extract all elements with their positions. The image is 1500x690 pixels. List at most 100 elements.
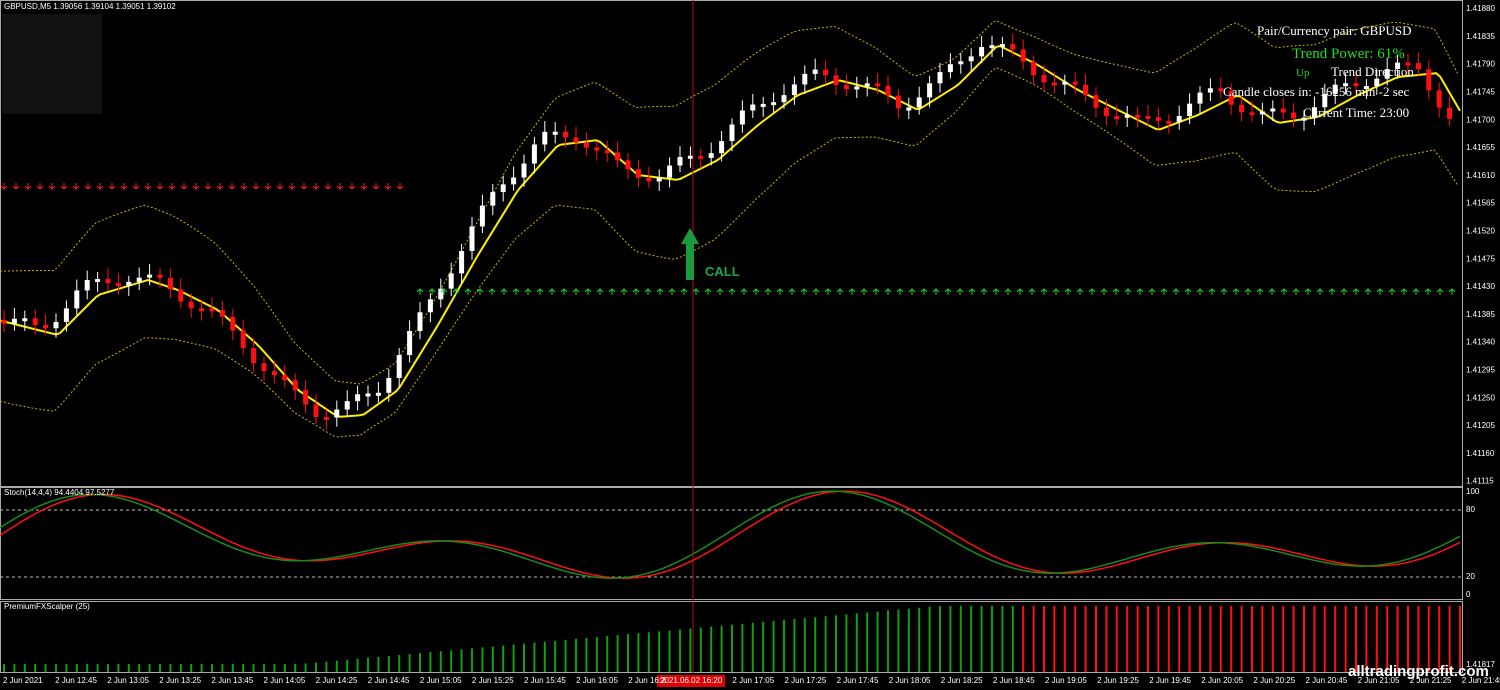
price-label: 1.41565 <box>1466 199 1495 208</box>
buy-arrow <box>1112 288 1120 295</box>
buy-arrow <box>1412 288 1420 295</box>
candle-body <box>188 301 194 309</box>
corner-box <box>2 14 102 114</box>
sell-arrow <box>144 183 152 190</box>
candle-body <box>1218 88 1224 92</box>
candle-body <box>63 308 69 322</box>
sell-arrow <box>24 183 32 190</box>
candle-body <box>199 308 205 312</box>
candle-body <box>1145 115 1151 119</box>
candle-body <box>1072 81 1078 85</box>
candle-body <box>1197 92 1203 104</box>
cursor-time-box <box>657 675 725 687</box>
sell-arrow <box>372 183 380 190</box>
candle-body <box>448 273 454 289</box>
buy-arrow <box>620 288 628 295</box>
candle-body <box>43 325 49 329</box>
candle-body <box>344 401 350 410</box>
time-label: 2 Jun 17:05 <box>732 676 774 685</box>
sell-arrow <box>228 183 236 190</box>
candle-body <box>625 160 631 170</box>
time-label: 2 Jun 21:05 <box>1358 676 1400 685</box>
watermark: alltradingprofit.com <box>1348 663 1489 680</box>
candle-body <box>1041 75 1047 83</box>
candle-body <box>209 308 215 312</box>
candle-body <box>1093 95 1099 108</box>
sell-arrow <box>48 183 56 190</box>
candle-body <box>1291 112 1297 119</box>
candle-body <box>1415 63 1421 70</box>
sell-arrow <box>72 183 80 190</box>
candle-body <box>864 83 870 87</box>
scalper-panel <box>0 601 1463 673</box>
candle-body <box>219 310 225 317</box>
buy-arrow <box>1040 288 1048 295</box>
buy-arrow <box>1340 288 1348 295</box>
main-panel <box>0 0 1463 487</box>
buy-arrow <box>1328 288 1336 295</box>
candle-body <box>292 380 298 391</box>
candle-body <box>303 390 309 405</box>
sell-arrow <box>240 183 248 190</box>
candle-body <box>479 205 485 227</box>
candle-body <box>1 320 7 324</box>
candle-body <box>729 124 735 142</box>
sell-arrow <box>12 183 20 190</box>
buy-arrow <box>656 288 664 295</box>
candle-body <box>396 355 402 379</box>
candle-body <box>667 165 673 178</box>
candle-body <box>1239 104 1245 113</box>
candle-body <box>1322 93 1328 108</box>
candle-body <box>1187 103 1193 117</box>
candle-body <box>1135 114 1141 118</box>
buy-arrow <box>680 288 688 295</box>
candle-body <box>469 226 475 251</box>
buy-arrow <box>860 288 868 295</box>
time-label: 2 Jun 14:05 <box>264 676 306 685</box>
buy-arrow <box>1196 288 1204 295</box>
price-label: 1.41205 <box>1466 421 1495 430</box>
sell-arrow <box>156 183 164 190</box>
candle-body <box>708 153 714 158</box>
candle-body <box>885 85 891 96</box>
candle-body <box>854 86 860 90</box>
time-label: 2 Jun 15:05 <box>420 676 462 685</box>
price-label: 1.41610 <box>1466 171 1495 180</box>
candle-body <box>261 363 267 372</box>
sell-arrow <box>396 183 404 190</box>
buy-arrow <box>788 288 796 295</box>
buy-arrow <box>1256 288 1264 295</box>
candle-body <box>1353 83 1359 87</box>
time-label: 2 Jun 13:25 <box>159 676 201 685</box>
buy-arrow <box>932 288 940 295</box>
candle-body <box>760 103 766 107</box>
sell-arrow <box>0 183 8 190</box>
buy-arrow <box>1280 288 1288 295</box>
buy-arrow <box>704 288 712 295</box>
buy-arrow <box>752 288 760 295</box>
candle-body <box>271 371 277 376</box>
candle-body <box>999 44 1005 48</box>
candle-body <box>1083 84 1089 96</box>
buy-arrow <box>632 288 640 295</box>
candle-body <box>646 177 652 182</box>
sell-arrow <box>276 183 284 190</box>
price-label: 1.41880 <box>1466 4 1495 13</box>
buy-arrow <box>884 288 892 295</box>
stoch-level: 0 <box>1466 590 1471 599</box>
stoch-level: 80 <box>1466 505 1475 514</box>
candle-body <box>53 321 59 329</box>
candle-body <box>1051 82 1057 86</box>
price-label: 1.41475 <box>1466 254 1495 263</box>
sell-arrow <box>252 183 260 190</box>
buy-arrow <box>944 288 952 295</box>
buy-arrow <box>500 288 508 295</box>
candle-body <box>750 104 756 111</box>
sell-arrow <box>36 183 44 190</box>
sell-arrow <box>216 183 224 190</box>
buy-arrow <box>956 288 964 295</box>
buy-arrow <box>1064 288 1072 295</box>
stoch-level: 20 <box>1466 572 1475 581</box>
candle-body <box>656 177 662 182</box>
candle-body <box>1280 108 1286 113</box>
